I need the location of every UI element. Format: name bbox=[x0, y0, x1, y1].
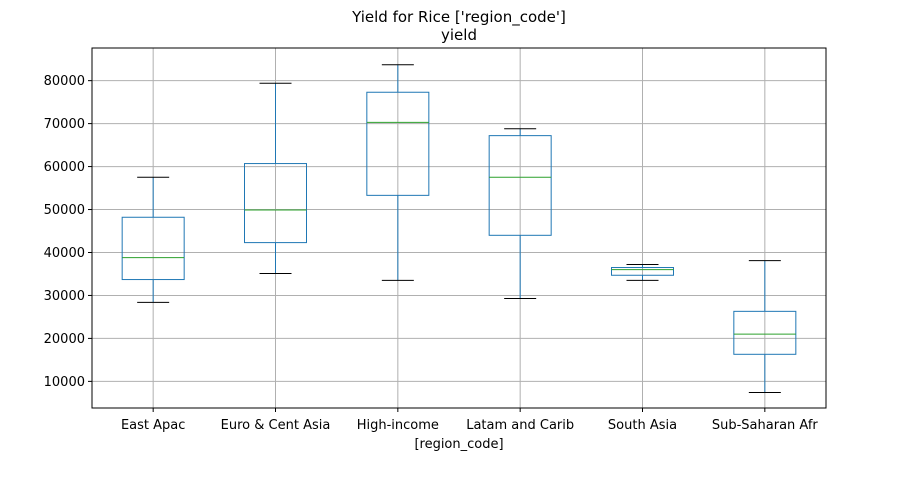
y-tick-label: 40000 bbox=[44, 246, 85, 261]
plot-area-frame bbox=[91, 47, 827, 409]
x-tick-label: Euro & Cent Asia bbox=[221, 418, 331, 433]
x-tick-label: Sub-Saharan Afr bbox=[712, 418, 819, 433]
y-tick-label: 20000 bbox=[44, 332, 85, 347]
x-tick-label: South Asia bbox=[608, 418, 677, 433]
chart-title: Yield for Rice ['region_code'] bbox=[351, 8, 566, 27]
x-axis-ticks: East Apac Euro & Cent Asia High-income Lata… bbox=[121, 408, 818, 433]
box-iqr bbox=[121, 216, 185, 281]
box-group bbox=[366, 64, 430, 281]
y-tick-label: 30000 bbox=[44, 289, 85, 304]
box-group bbox=[244, 82, 307, 275]
box-group bbox=[733, 260, 797, 394]
box-group bbox=[488, 128, 552, 299]
y-tick-label: 70000 bbox=[44, 117, 85, 132]
box-iqr bbox=[488, 135, 552, 236]
y-axis-ticks: 10000 20000 30000 40000 50000 60000 70000 80000 bbox=[44, 74, 92, 390]
y-tick-label: 60000 bbox=[44, 160, 85, 175]
boxes bbox=[121, 64, 797, 394]
box-group bbox=[611, 264, 674, 281]
y-tick-label: 50000 bbox=[44, 203, 85, 218]
chart-subtitle: yield bbox=[441, 26, 477, 44]
x-tick-label: Latam and Carib bbox=[466, 418, 574, 433]
box-group bbox=[121, 176, 185, 303]
y-tick-label: 10000 bbox=[44, 375, 85, 390]
x-tick-label: East Apac bbox=[121, 418, 185, 433]
box-iqr bbox=[244, 163, 307, 244]
x-axis-label: [region_code] bbox=[414, 437, 503, 452]
box-iqr bbox=[366, 91, 430, 196]
y-tick-label: 80000 bbox=[44, 74, 85, 89]
box-iqr bbox=[733, 310, 797, 355]
box-iqr bbox=[611, 267, 674, 276]
grid-lines bbox=[92, 48, 826, 408]
x-tick-label: High-income bbox=[357, 418, 439, 433]
